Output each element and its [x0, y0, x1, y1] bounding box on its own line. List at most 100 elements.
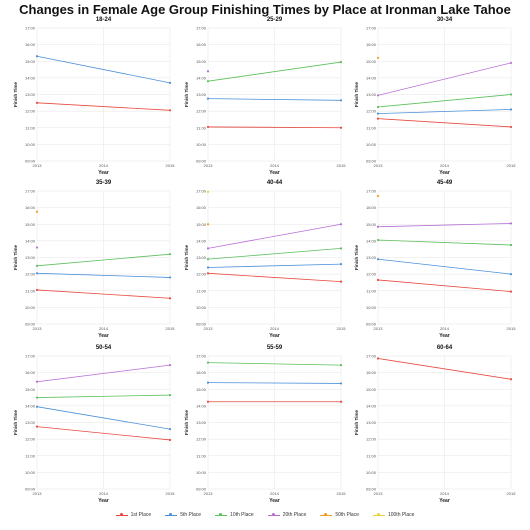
legend-item: 1st Place: [115, 512, 152, 518]
y-tick-label: 16:00: [196, 42, 207, 47]
y-axis-label: Finish Time: [354, 82, 359, 107]
series-line: [207, 382, 342, 384]
x-tick-label: 2014: [440, 491, 450, 496]
series-line: [36, 289, 171, 299]
data-point: [35, 246, 39, 249]
data-point: [206, 190, 210, 193]
panel-title: 60-64: [437, 345, 453, 351]
y-tick-label: 09:00: [366, 487, 377, 492]
legend-dot: [169, 513, 173, 516]
y-tick-label: 15:00: [366, 222, 377, 227]
data-point: [168, 276, 172, 279]
legend-dot: [376, 513, 380, 516]
legend-swatch: [215, 513, 228, 516]
series-line: [377, 258, 512, 275]
data-point: [376, 194, 380, 198]
y-tick-label: 12:00: [366, 437, 377, 442]
legend-label: 10th Place: [230, 512, 254, 518]
data-point: [35, 405, 39, 408]
legend-item: 100th Place: [372, 512, 414, 518]
data-point: [509, 61, 513, 65]
series-line: [36, 102, 171, 111]
data-point: [168, 438, 172, 442]
legend-label: 1st Place: [130, 512, 152, 518]
panel-50-54: 50-54 09:00 10:00 11:00 12:00 13:00 14:00 15:00…: [13, 345, 175, 504]
legend-swatch: [372, 513, 385, 516]
y-axis-label: Finish Time: [354, 245, 359, 270]
x-tick-label: 2015: [337, 163, 347, 168]
y-tick-label: 16:00: [25, 205, 36, 210]
data-point: [168, 364, 172, 367]
series-line: [36, 394, 171, 398]
data-point: [35, 272, 39, 275]
data-point: [376, 94, 380, 97]
series-line: [377, 223, 512, 228]
y-tick-label: 16:00: [366, 205, 377, 210]
x-axis-label: Year: [269, 333, 280, 339]
x-tick-label: 2015: [166, 326, 176, 331]
x-tick-label: 2013: [374, 326, 384, 331]
legend-label: 50th Place: [335, 512, 359, 518]
y-tick-label: 13:00: [366, 92, 377, 97]
data-point: [206, 272, 210, 275]
series-line: [377, 118, 512, 128]
x-axis-label: Year: [439, 333, 450, 339]
series-line: [207, 126, 342, 129]
x-tick-label: 2014: [440, 163, 450, 168]
legend-swatch: [267, 513, 280, 516]
data-point: [376, 112, 380, 115]
data-point: [339, 126, 343, 129]
data-point: [35, 101, 39, 104]
y-tick-label: 11:00: [25, 453, 35, 458]
x-tick-label: 2013: [204, 163, 214, 168]
x-tick-label: 2015: [507, 491, 517, 496]
y-tick-label: 10:00: [196, 470, 207, 475]
y-tick-label: 15:00: [366, 59, 377, 64]
y-tick-label: 17:00: [196, 354, 207, 359]
data-point: [206, 381, 210, 384]
y-tick-label: 13:00: [196, 420, 207, 425]
x-tick-label: 2015: [507, 326, 517, 331]
panel-title: 40-44: [267, 180, 283, 186]
legend-dot: [219, 513, 223, 516]
legend-label: 20th Place: [282, 512, 307, 518]
series-line: [377, 279, 512, 292]
y-tick-label: 10:00: [25, 470, 36, 475]
series-line: [207, 263, 342, 268]
x-tick-label: 2014: [270, 163, 280, 168]
data-point: [206, 70, 210, 73]
data-point: [339, 60, 343, 64]
y-tick-label: 09:00: [366, 322, 377, 327]
y-tick-label: 14:00: [25, 238, 36, 243]
data-point: [376, 238, 380, 242]
y-tick-label: 10:00: [366, 305, 377, 310]
series-line: [377, 62, 512, 96]
y-tick-label: 09:00: [196, 322, 207, 327]
y-tick-label: 17:00: [366, 354, 377, 359]
x-tick-label: 2013: [204, 326, 214, 331]
y-tick-label: 16:00: [366, 42, 377, 47]
data-point: [339, 382, 343, 385]
data-point: [509, 243, 513, 247]
x-axis-label: Year: [98, 333, 109, 339]
legend-dot: [271, 513, 275, 516]
x-tick-label: 2013: [374, 491, 384, 496]
panel-30-34: 30-34 09:00 10:00 11:00 12:00 13:00 14:00 15:00…: [354, 17, 516, 176]
y-tick-label: 13:00: [25, 420, 36, 425]
y-tick-label: 14:00: [366, 75, 377, 80]
data-point: [35, 55, 39, 58]
chart-title: Changes in Female Age Group Finishing Ti…: [19, 2, 511, 17]
legend-item: 10th Place: [215, 512, 254, 518]
data-point: [376, 278, 380, 282]
y-tick-label: 12:00: [25, 272, 36, 277]
data-point: [509, 222, 513, 225]
y-tick-label: 17:00: [25, 354, 36, 359]
y-tick-label: 11:00: [196, 453, 206, 458]
legend-swatch: [320, 513, 333, 516]
data-point: [509, 108, 513, 111]
data-point: [35, 396, 39, 399]
y-tick-label: 09:00: [366, 159, 377, 164]
panel-18-24: 18-24 09:00 10:00 11:00 12:00 13:00 14:00 15:00…: [13, 17, 175, 176]
series-line: [36, 55, 171, 84]
y-tick-label: 14:00: [196, 75, 207, 80]
